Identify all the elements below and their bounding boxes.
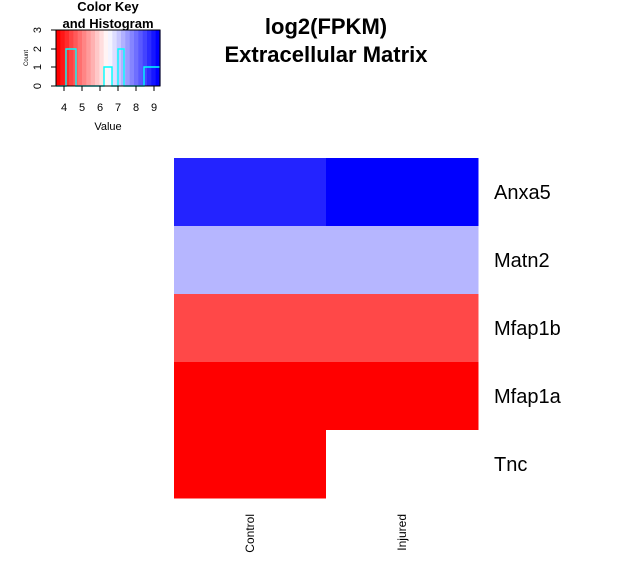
heatmap-cell [174, 294, 327, 363]
color-key-band [69, 30, 74, 86]
color-key-band [60, 30, 66, 86]
color-key-y-tick-label: 3 [32, 27, 44, 33]
color-key-x-tick-label: 8 [133, 102, 139, 114]
heatmap-cell [326, 362, 479, 431]
heatmap-cell [174, 158, 327, 227]
heatmap-cell [326, 430, 479, 499]
color-key-title-line1: Color Key [77, 0, 139, 14]
color-key-band [116, 30, 122, 86]
color-key-band [151, 30, 157, 86]
color-key-band [77, 30, 83, 86]
color-key-band [90, 30, 96, 86]
color-key-band [103, 30, 109, 86]
heatmap-row-label: Matn2 [494, 250, 550, 272]
heatmap-column-labels: Control Injured [243, 514, 409, 553]
color-key-x-tick-label: 7 [115, 102, 121, 114]
color-key-frame [55, 29, 161, 87]
heatmap-row-label: Anxa5 [494, 182, 551, 204]
color-key-band [112, 30, 118, 86]
color-key-band [125, 30, 131, 86]
color-key-band [86, 30, 92, 86]
color-key-band [56, 30, 61, 86]
color-key-band [95, 30, 100, 86]
color-key-y-tick-label: 2 [32, 46, 44, 52]
color-key-ylabel: Count [24, 50, 30, 66]
heatmap-row-labels: Anxa5 Matn2 Mfap1b Mfap1a Tnc [494, 182, 562, 476]
color-key-band [99, 30, 105, 86]
heatmap-cells [174, 158, 479, 499]
heatmap-column-label: Control [243, 514, 257, 553]
chart-title-line1: log2(FPKM) [265, 14, 387, 39]
color-key-y-axis: 0 1 2 3 [32, 27, 56, 89]
color-key-band [82, 30, 87, 86]
color-key-x-tick-label: 6 [97, 102, 103, 114]
color-key-band [138, 30, 144, 86]
color-key-band [64, 30, 70, 86]
color-key-band [142, 30, 148, 86]
color-key-band [147, 30, 152, 86]
heatmap-row-label: Mfap1a [494, 386, 562, 408]
heatmap-cell [174, 430, 327, 499]
color-key-band [155, 30, 161, 86]
color-key-xlabel: Value [94, 121, 121, 133]
heatmap-cell [174, 226, 327, 295]
heatmap-cell [326, 294, 479, 363]
color-key-x-tick-label: 5 [79, 102, 85, 114]
heatmap-cell [326, 158, 479, 227]
heatmap-row-label: Mfap1b [494, 318, 561, 340]
heatmap-cell [174, 362, 327, 431]
heatmap-column-label: Injured [395, 514, 409, 551]
color-key-title-line2: and Histogram [62, 16, 153, 31]
color-key-gradient [56, 30, 161, 86]
color-key-y-tick-label: 0 [32, 83, 44, 89]
color-key-y-tick-label: 1 [32, 64, 44, 70]
color-key-x-tick-label: 4 [61, 102, 67, 114]
color-key-band [129, 30, 135, 86]
color-key-x-tick-label: 9 [151, 102, 157, 114]
chart-title-line2: Extracellular Matrix [225, 42, 429, 67]
heatmap-cell [326, 226, 479, 295]
color-key-band [108, 30, 113, 86]
color-key-band [134, 30, 139, 86]
heatmap-row-label: Tnc [494, 454, 527, 476]
